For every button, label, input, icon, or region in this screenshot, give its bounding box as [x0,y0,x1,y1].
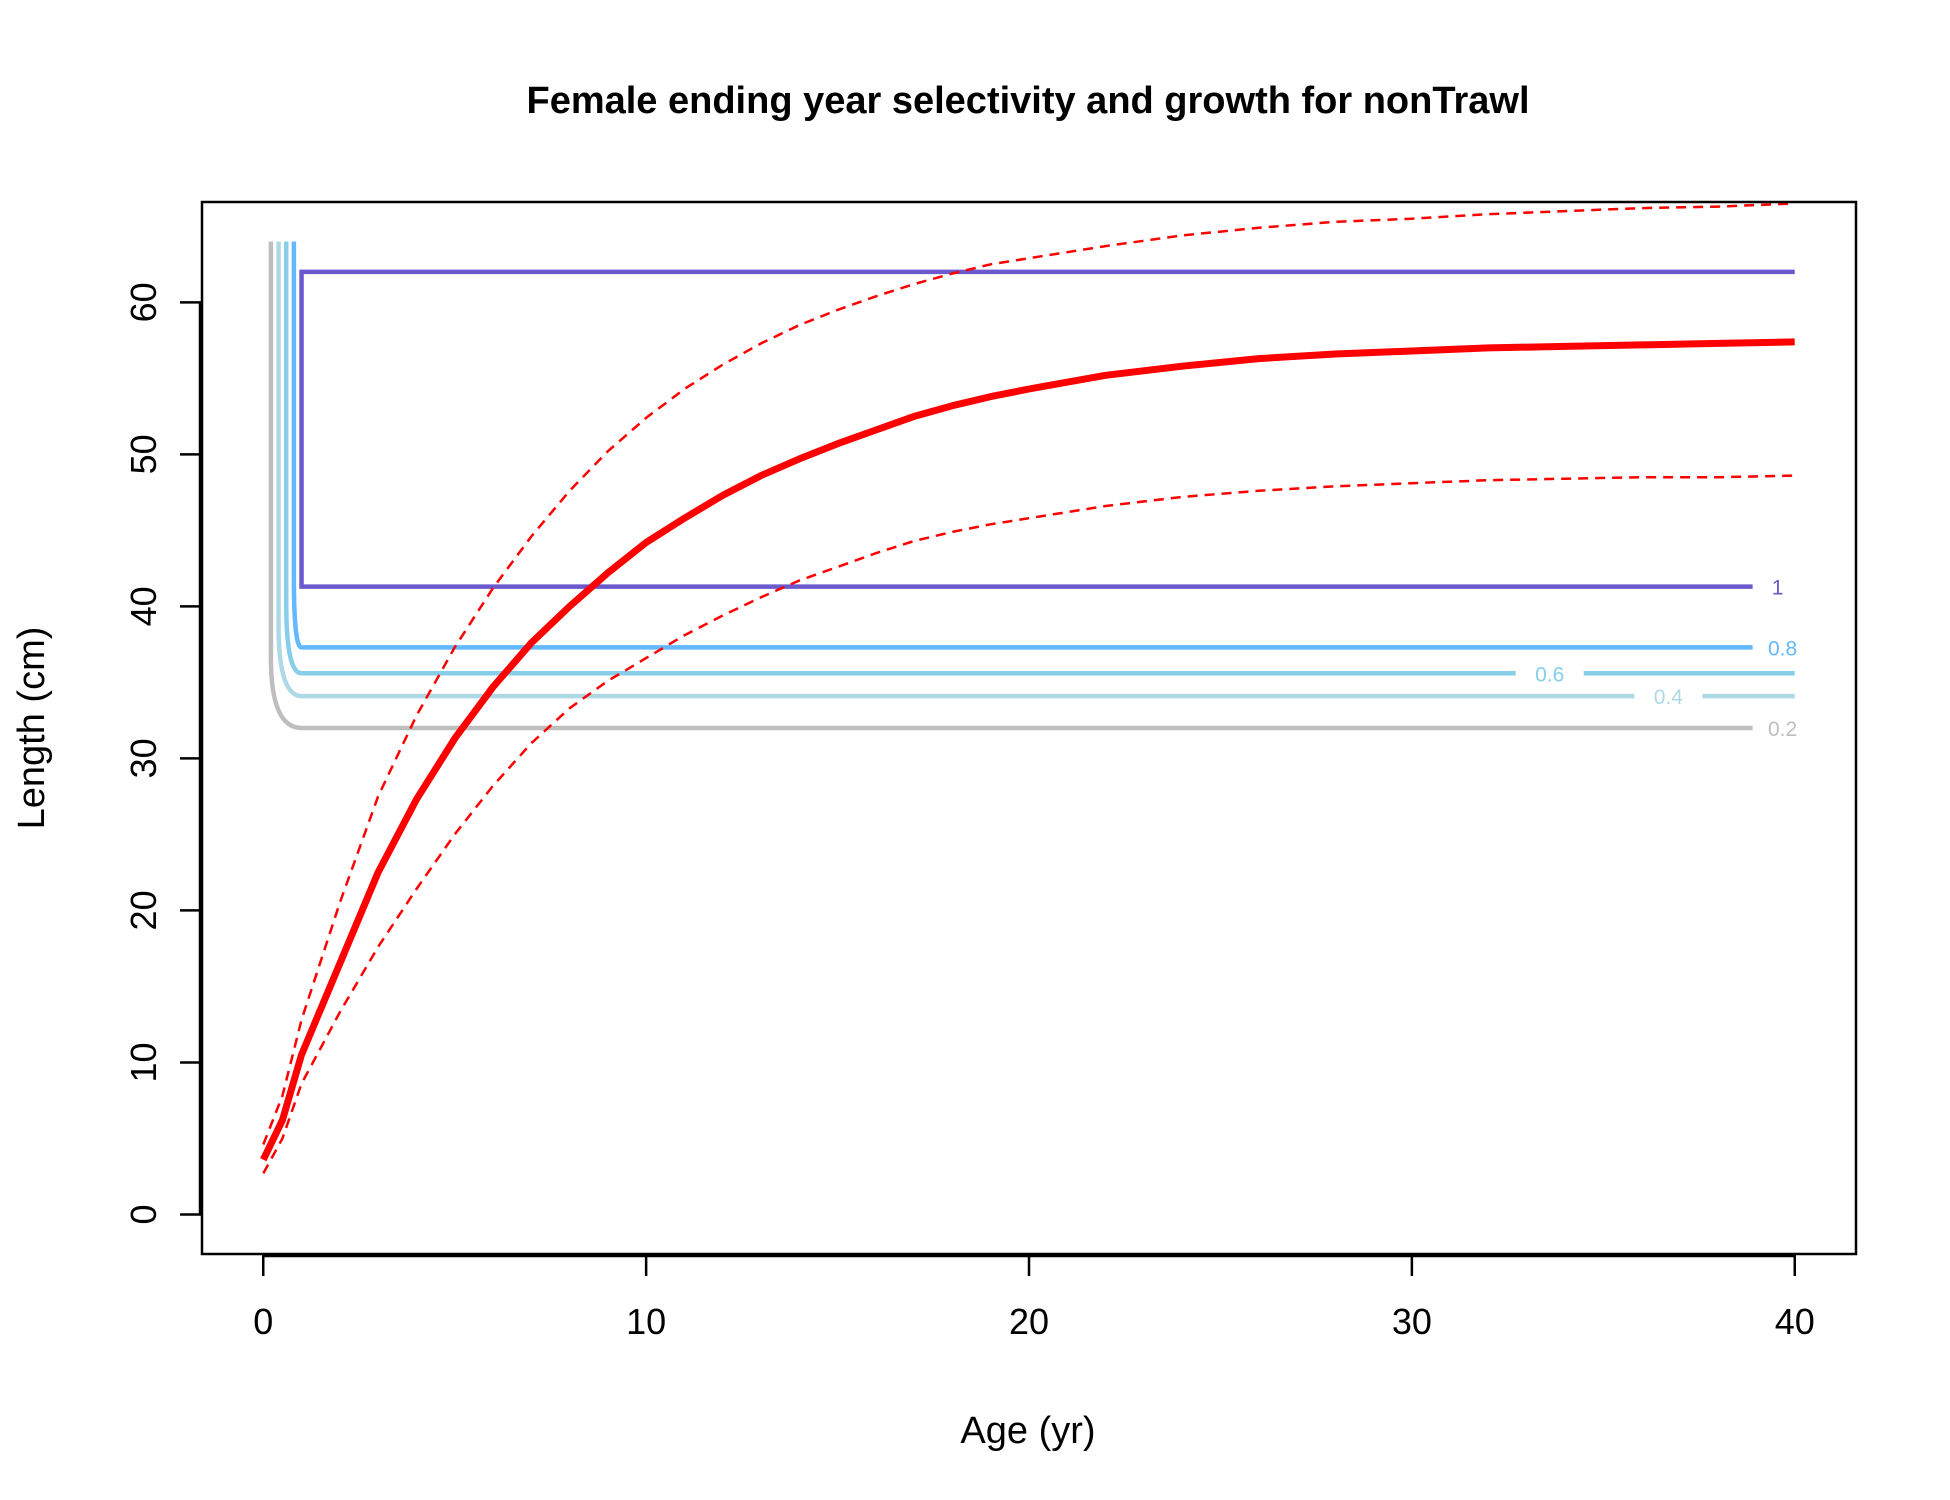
selectivity-contour-0-2-bend [268,241,302,731]
selectivity-contour-0-4-bend [276,241,302,699]
y-tick-label: 40 [123,586,164,626]
y-tick-label: 0 [123,1204,164,1224]
x-tick-label: 10 [626,1301,666,1342]
selectivity-contour-0-8-label: 0.8 [1768,637,1797,660]
y-tick-label: 20 [123,890,164,930]
y-axis-title: Length (cm) [11,627,53,830]
y-tick-label: 60 [123,282,164,322]
x-tick-label: 0 [253,1301,273,1342]
chart-title: Female ending year selectivity and growt… [526,80,1529,122]
selectivity-contour-0-8-bend [291,241,303,650]
selectivity-contour-0-2-label: 0.2 [1768,718,1797,741]
selectivity-contour-1 [299,269,1795,589]
y-tick-label: 50 [123,434,164,474]
y-axis: 0 10 20 30 40 50 60 [123,282,202,1224]
x-axis-title: Age (yr) [960,1410,1095,1452]
x-tick-label: 30 [1392,1301,1432,1342]
y-tick-label: 30 [123,738,164,778]
selectivity-contour-1-label: 1 [1772,577,1784,600]
selectivity-contour-0-4-label: 0.4 [1654,686,1684,709]
x-tick-label: 20 [1009,1301,1049,1342]
series-layer: 0.2 0.4 0.6 0.8 1 [260,202,1797,1175]
growth-lower-interval [262,474,1795,1175]
selectivity-contour-0-6-label: 0.6 [1535,663,1564,686]
selectivity-contour-0-6-bend [283,241,303,676]
growth-mean-curve [260,338,1795,1162]
x-tick-label: 40 [1775,1301,1815,1342]
y-tick-label: 10 [123,1042,164,1082]
x-axis: 0 10 20 30 40 [253,1254,1815,1342]
